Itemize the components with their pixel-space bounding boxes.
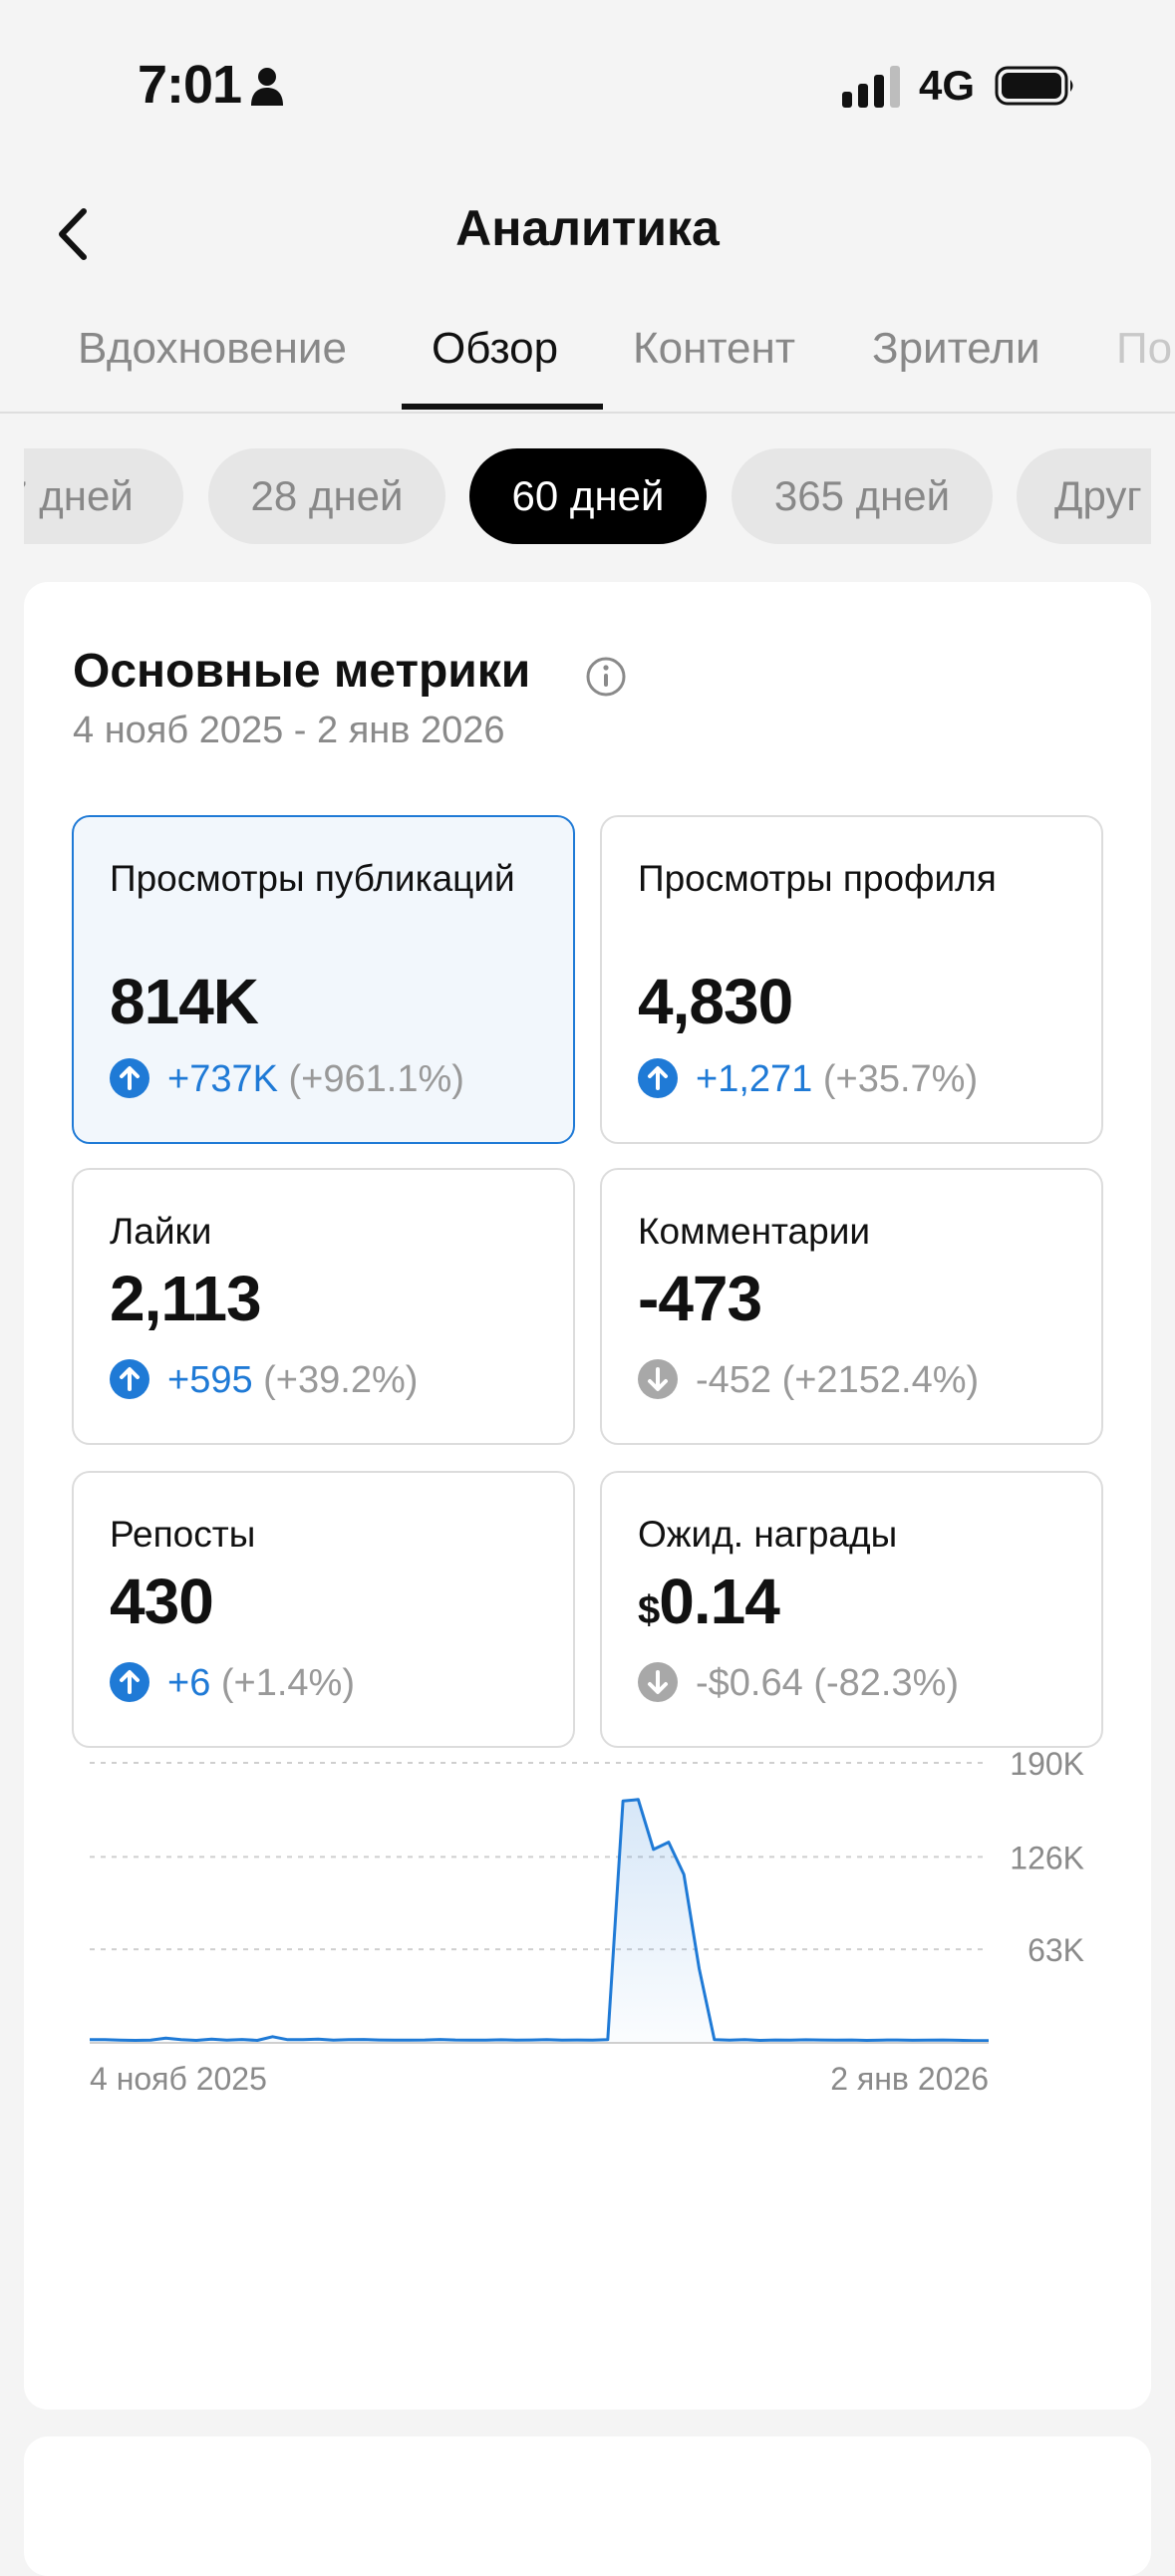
chip-7-days[interactable]: 7 дней	[24, 448, 183, 544]
x-tick-label-start: 4 нояб 2025	[90, 2061, 267, 2097]
metric-delta: +1,271	[696, 1058, 813, 1100]
back-button[interactable]	[40, 199, 110, 269]
card-title: Основные метрики	[73, 645, 531, 698]
network-label: 4G	[919, 62, 976, 109]
chip-28-days[interactable]: 28 дней	[208, 448, 445, 544]
chip-60-days[interactable]: 60 дней	[469, 448, 707, 544]
chart-svg: 190K 126K 63K 4 нояб 2025 2 янв 2026	[90, 1746, 1084, 2097]
arrow-down-icon	[638, 1359, 678, 1399]
arrow-up-icon	[110, 1662, 149, 1702]
metric-change: -452 (+2152.4%)	[638, 1359, 979, 1402]
metric-change: +6 (+1.4%)	[110, 1662, 355, 1705]
info-icon[interactable]	[585, 656, 627, 698]
status-time: 7:01	[138, 55, 242, 115]
metric-label: Просмотры публикаций	[110, 858, 515, 899]
metric-percent: (-82.3%)	[813, 1662, 960, 1704]
next-card	[24, 2436, 1151, 2576]
tab-inspiration[interactable]: Вдохновение	[78, 324, 347, 373]
metric-value: 2,113	[110, 1263, 262, 1334]
arrow-up-icon	[110, 1058, 149, 1098]
metric-percent: (+1.4%)	[220, 1662, 356, 1704]
tab-audience[interactable]: Зрители	[872, 324, 1040, 373]
metric-change: -$0.64 (-82.3%)	[638, 1662, 959, 1705]
y-tick-label: 126K	[1010, 1840, 1084, 1875]
post-views-chart: 190K 126K 63K 4 нояб 2025 2 янв 2026	[24, 1746, 1151, 2356]
metric-change: +737K (+961.1%)	[110, 1058, 464, 1101]
metric-label: Репосты	[110, 1514, 256, 1555]
tab-overview[interactable]: Обзор	[432, 324, 559, 373]
battery-icon	[995, 66, 1073, 106]
arrow-down-icon	[638, 1662, 678, 1702]
metric-value: 4,830	[638, 966, 793, 1037]
metric-post-views[interactable]: Просмотры публикаций 814K +737K (+961.1%…	[72, 815, 575, 1144]
metric-change: +595 (+39.2%)	[110, 1359, 418, 1402]
metric-percent: (+35.7%)	[822, 1058, 979, 1100]
metric-profile-views[interactable]: Просмотры профиля 4,830 +1,271 (+35.7%)	[600, 815, 1103, 1144]
currency-symbol: $	[638, 1588, 660, 1632]
metric-delta: -452	[696, 1359, 772, 1401]
metric-label: Просмотры профиля	[638, 858, 997, 899]
header: Аналитика	[0, 169, 1175, 289]
status-bar: 7:01 4G	[0, 0, 1175, 169]
y-tick-label: 63K	[1028, 1932, 1084, 1968]
date-range: 4 нояб 2025 - 2 янв 2026	[73, 710, 505, 751]
page-title: Аналитика	[455, 200, 720, 256]
metric-label: Комментарии	[638, 1211, 871, 1252]
metric-likes[interactable]: Лайки 2,113 +595 (+39.2%)	[72, 1168, 575, 1445]
person-icon	[251, 68, 283, 106]
metric-change: +1,271 (+35.7%)	[638, 1058, 978, 1101]
series-area	[90, 1799, 989, 2042]
metric-delta: +595	[167, 1359, 253, 1401]
metric-label: Ожид. награды	[638, 1514, 898, 1555]
metric-comments[interactable]: Комментарии -473 -452 (+2152.4%)	[600, 1168, 1103, 1445]
metric-delta: +6	[167, 1662, 211, 1704]
series-line	[90, 1798, 990, 2043]
metric-delta: +737K	[167, 1058, 278, 1100]
arrow-up-icon	[638, 1058, 678, 1098]
metric-expected-rewards[interactable]: Ожид. награды $0.14 -$0.64 (-82.3%)	[600, 1471, 1103, 1748]
tab-content[interactable]: Контент	[633, 324, 795, 373]
chip-other[interactable]: Друг	[1017, 448, 1151, 544]
metric-value: -473	[638, 1263, 762, 1334]
arrow-up-icon	[110, 1359, 149, 1399]
period-filter: 7 дней 28 дней 60 дней 365 дней Друг	[24, 446, 1151, 546]
metric-reposts[interactable]: Репосты 430 +6 (+1.4%)	[72, 1471, 575, 1748]
tab-more[interactable]: По	[1116, 324, 1173, 373]
signal-icon	[842, 66, 900, 108]
chip-365-days[interactable]: 365 дней	[732, 448, 993, 544]
metric-percent: (+39.2%)	[263, 1359, 419, 1401]
tab-bar: Вдохновение Обзор Контент Зрители По	[0, 304, 1175, 414]
metric-value: $0.14	[638, 1565, 780, 1638]
metric-percent: (+961.1%)	[288, 1058, 464, 1100]
metric-label: Лайки	[110, 1211, 212, 1252]
metric-percent: (+2152.4%)	[781, 1359, 980, 1401]
metric-value: 814K	[110, 966, 259, 1037]
metric-value: 430	[110, 1566, 214, 1637]
y-tick-label: 190K	[1010, 1746, 1084, 1782]
key-metrics-card: Основные метрики 4 нояб 2025 - 2 янв 202…	[24, 582, 1151, 2410]
active-tab-indicator	[402, 404, 603, 410]
metric-value-number: 0.14	[659, 1566, 780, 1637]
metric-delta: -$0.64	[696, 1662, 803, 1704]
x-tick-label-end: 2 янв 2026	[830, 2061, 989, 2097]
